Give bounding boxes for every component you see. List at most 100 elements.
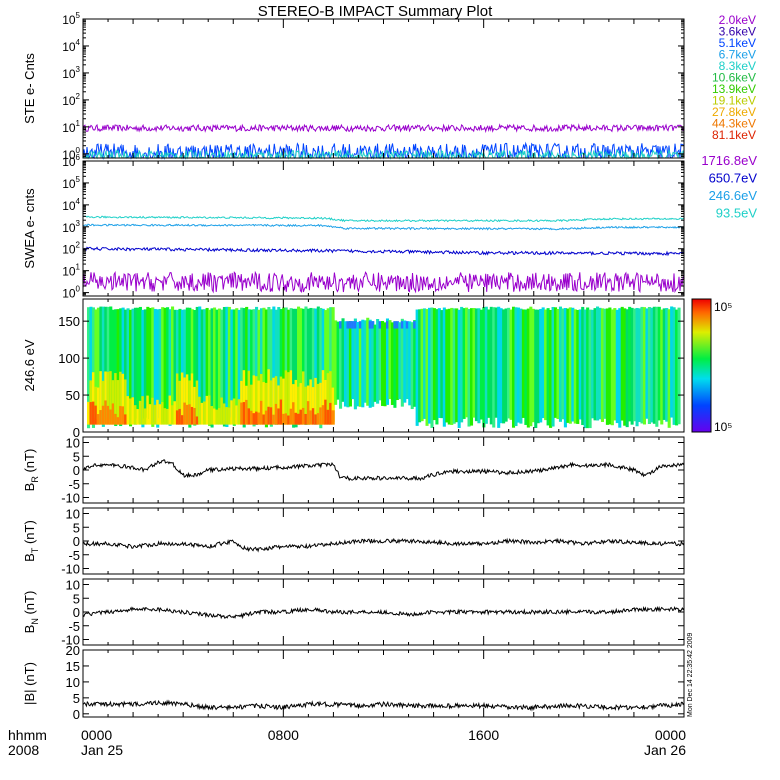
pad-column-high: [114, 373, 118, 425]
swea-series-2: [82, 246, 685, 257]
pad-column: [301, 308, 306, 418]
pad-column: [306, 308, 310, 425]
pad-column-high: [227, 407, 231, 425]
ste-legend-entry: 5.1keV: [719, 36, 756, 50]
pad-column: [96, 307, 100, 419]
pad-column: [319, 307, 323, 429]
swea-ytick-label: 106: [62, 153, 80, 169]
pad-column: [482, 307, 486, 428]
swea-ytick-label: 105: [62, 175, 80, 191]
pad-column: [334, 320, 338, 405]
pad-column-low: [378, 321, 382, 329]
pad-column: [647, 306, 651, 425]
pad-column: [625, 309, 629, 428]
pad-column-peak: [282, 413, 286, 425]
pad-column-peak: [180, 415, 184, 425]
pad-column-high: [250, 384, 254, 425]
pad-column-high: [329, 371, 333, 425]
pad-column-peak: [106, 405, 110, 425]
bt-ytick-label: -5: [68, 548, 80, 563]
pad-colorbar: [691, 298, 712, 433]
pad-column: [593, 308, 597, 421]
pad-column: [474, 308, 478, 422]
pad-column-high: [304, 386, 308, 425]
pad-column: [203, 309, 207, 421]
pad-column-high: [326, 373, 330, 425]
pad-column-high: [183, 377, 187, 425]
bt-frame: [82, 507, 685, 575]
pad-column-low: [385, 321, 390, 329]
bmag-ylabel: |B| (nT): [22, 662, 37, 705]
pad-column: [136, 307, 140, 419]
pad-heatmap: [87, 306, 681, 429]
pad-column: [576, 309, 580, 424]
pad-column: [262, 307, 266, 425]
pad-column: [240, 307, 244, 422]
bmag-trace: [82, 699, 685, 712]
pad-column-high: [264, 382, 268, 425]
pad-column: [161, 307, 165, 423]
pad-column-peak: [264, 410, 268, 425]
time-tick-label: 0000: [655, 727, 686, 743]
pad-column: [109, 306, 113, 420]
bt-ytick-label: 5: [73, 520, 80, 535]
pad-column-peak: [99, 410, 103, 425]
pad-column-high: [190, 373, 194, 425]
pad-column-high: [124, 379, 128, 425]
pad-column-peak: [89, 402, 93, 425]
pad-column: [163, 307, 167, 423]
pad-column: [573, 309, 577, 424]
swea-ytick-label: 102: [62, 241, 80, 257]
pad-column-high: [299, 383, 303, 425]
pad-column: [600, 308, 605, 422]
pad-column-peak: [299, 409, 303, 425]
pad-column: [519, 308, 523, 424]
pad-column: [534, 309, 538, 428]
pad-column-high: [255, 376, 259, 425]
pad-column: [544, 309, 548, 421]
pad-column: [346, 324, 350, 408]
pad-column: [442, 307, 446, 427]
pad-column-high: [185, 374, 189, 425]
pad-column: [178, 308, 182, 418]
pad-column-peak: [269, 407, 273, 425]
pad-column: [507, 307, 511, 419]
bmag-ytick-label: 5: [73, 691, 80, 706]
swea-ytick-label: 100: [62, 285, 80, 301]
ste-ytick-label: 100: [62, 146, 80, 162]
pad-column-peak: [195, 416, 199, 425]
ste-legend-entry: 13.9keV: [712, 82, 756, 96]
pad-column-high: [173, 401, 177, 425]
pad-column-high: [210, 406, 214, 425]
pad-column: [457, 309, 461, 428]
ste-legend-entry: 6.7keV: [719, 48, 756, 62]
pad-column: [245, 306, 249, 425]
pad-column: [222, 306, 226, 427]
pad-column: [91, 307, 96, 428]
pad-column: [217, 308, 222, 418]
pad-column-high: [287, 372, 291, 425]
pad-column-peak: [259, 400, 264, 425]
pad-column: [571, 307, 575, 422]
pad-column: [385, 318, 390, 405]
pad-column: [114, 309, 118, 427]
pad-column-low: [371, 321, 375, 329]
pad-column-peak: [104, 400, 108, 425]
pad-column: [378, 323, 382, 401]
pad-column: [282, 307, 286, 420]
pad-column: [143, 309, 147, 419]
pad-column: [158, 308, 162, 419]
pad-column: [494, 307, 498, 418]
pad-column-peak: [262, 414, 266, 425]
pad-column: [524, 309, 528, 425]
pad-column: [259, 308, 264, 423]
pad-column: [531, 308, 535, 423]
pad-column-peak: [175, 410, 180, 425]
ste-legend-entry: 81.1keV: [712, 128, 756, 142]
pad-column: [227, 306, 231, 425]
pad-column: [171, 306, 175, 421]
pad-column-low: [353, 321, 357, 329]
ste-ytick-label: 101: [62, 119, 80, 135]
pad-column: [267, 307, 271, 422]
